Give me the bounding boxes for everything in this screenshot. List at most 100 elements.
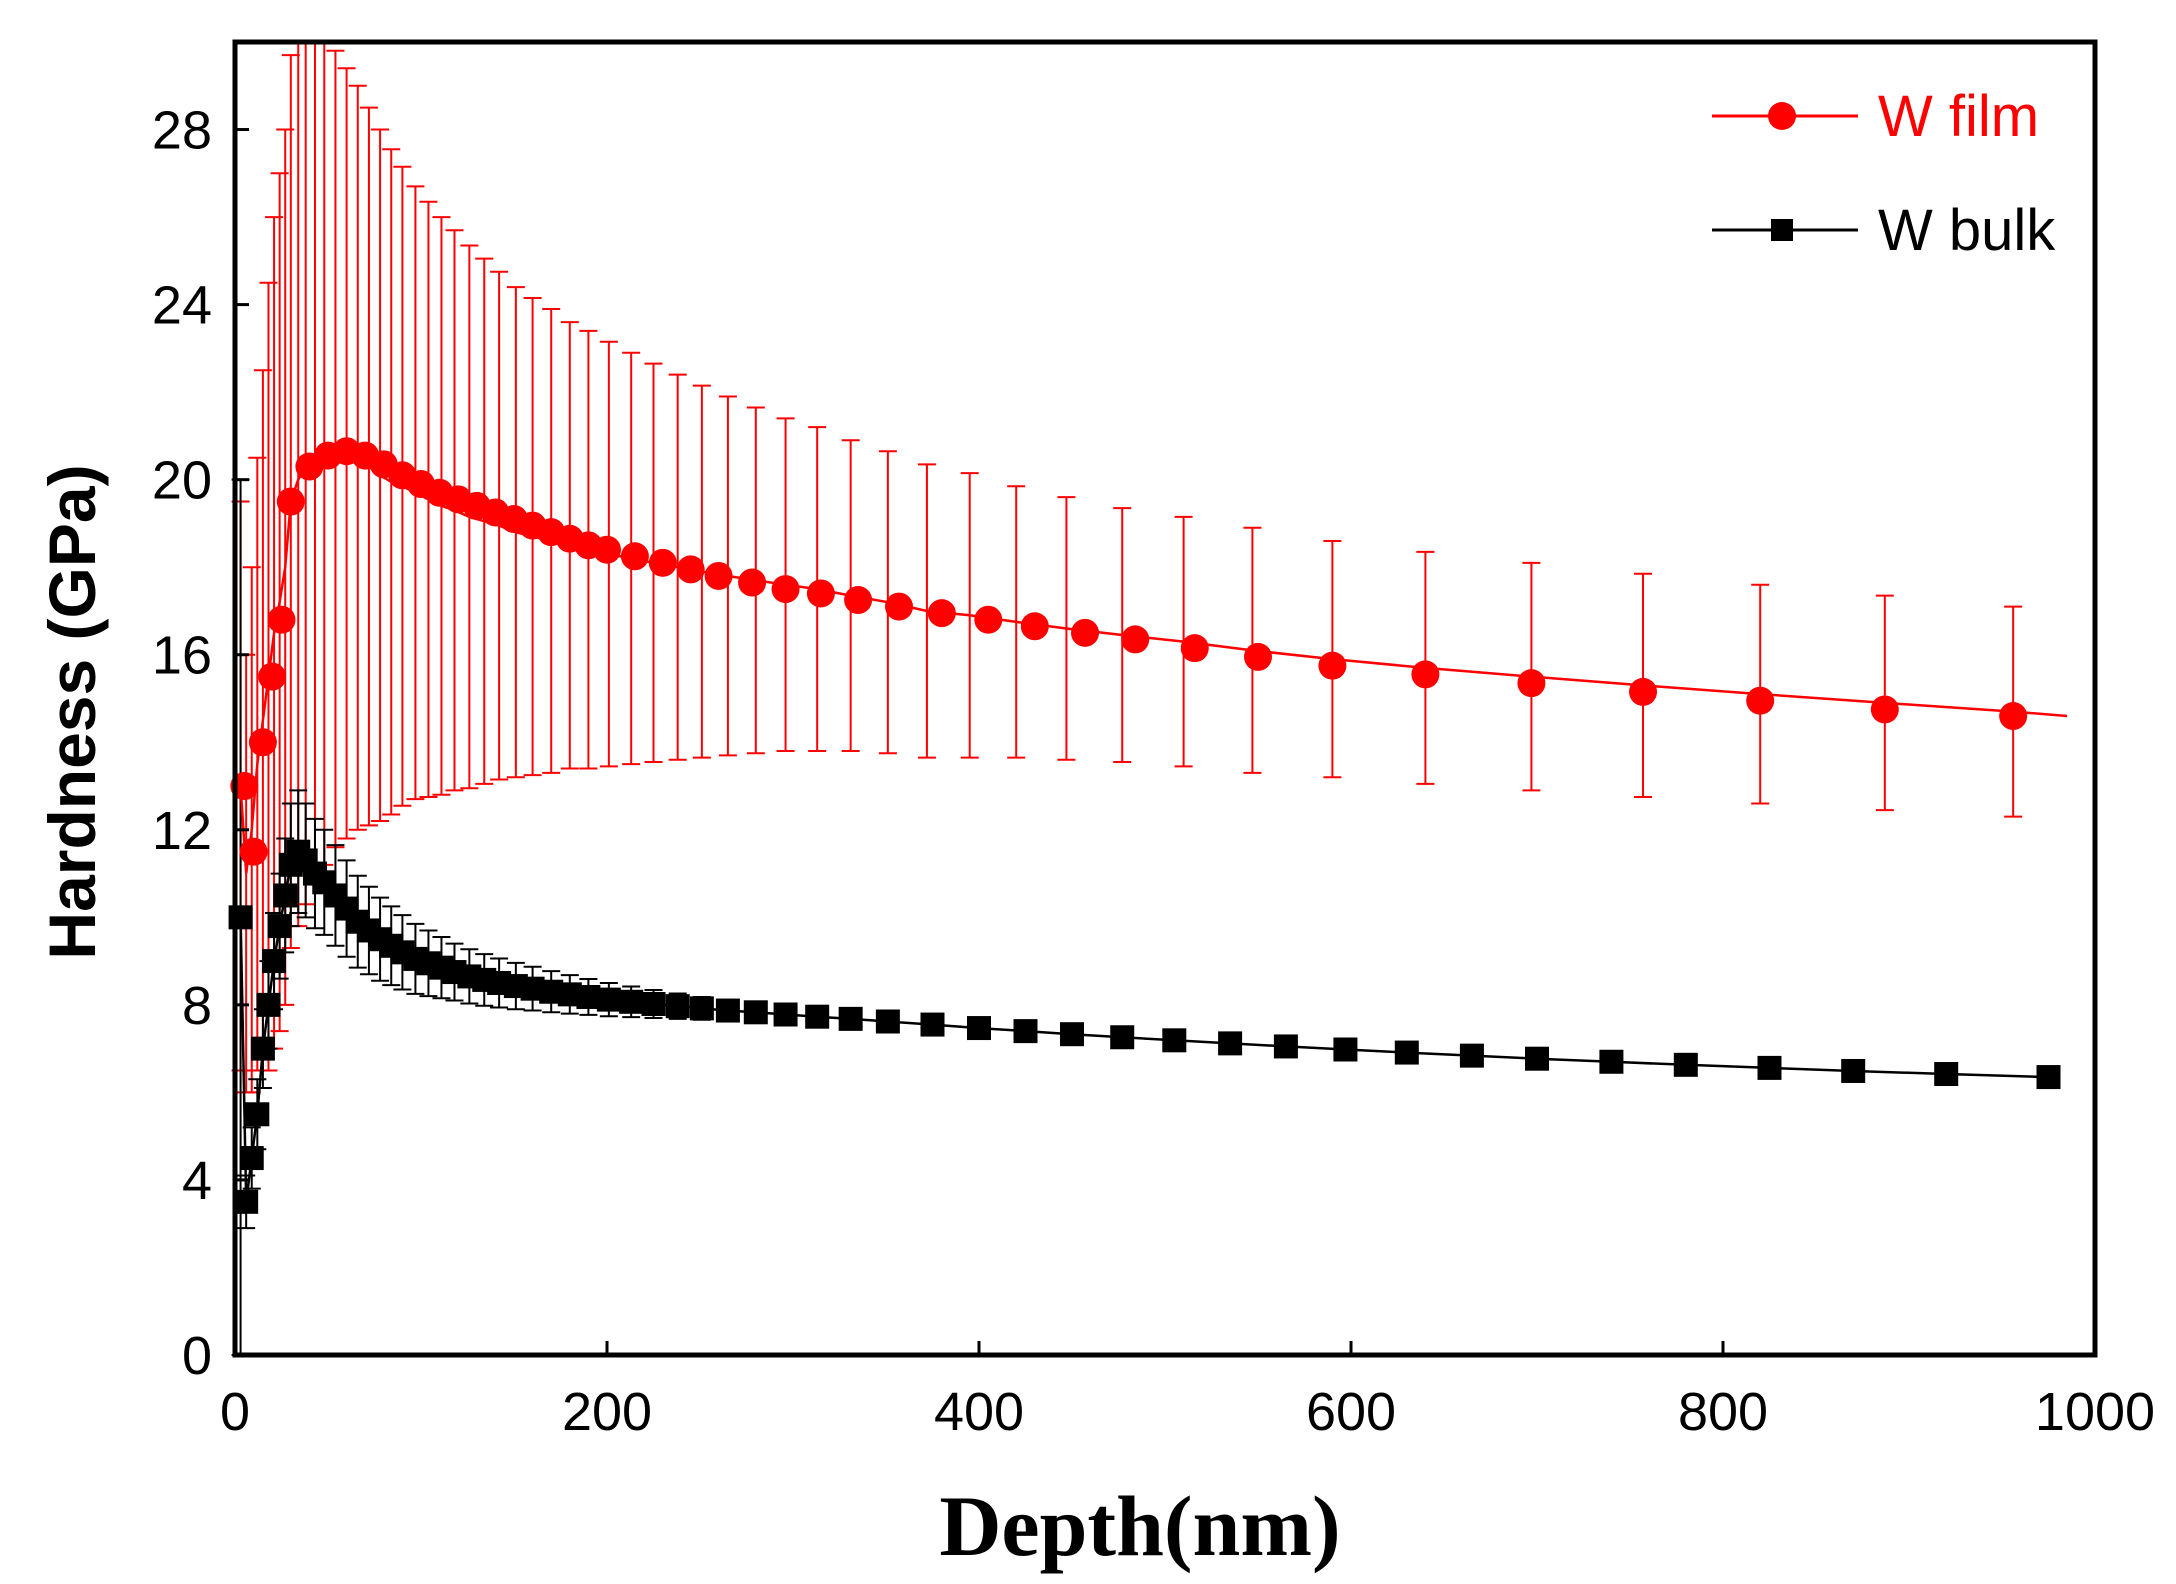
w-bulk-point — [838, 1006, 863, 1031]
w-film-point — [1629, 677, 1658, 706]
y-tick-label: 4 — [182, 1151, 212, 1211]
w-film-point — [1999, 702, 2028, 731]
w-bulk-point — [773, 1002, 798, 1027]
w-film-point — [1517, 669, 1546, 698]
w-bulk-point — [1218, 1031, 1243, 1056]
w-film-point — [844, 586, 873, 615]
w-film-point — [267, 605, 296, 634]
legend-item-w-bulk: W bulk — [1712, 198, 2056, 263]
w-film-point — [704, 561, 733, 590]
y-tick-label: 0 — [182, 1326, 212, 1386]
w-bulk-point — [234, 1189, 259, 1214]
w-bulk-series-line — [239, 849, 2049, 1202]
w-bulk-point — [1841, 1058, 1866, 1083]
w-film-point — [276, 487, 305, 516]
w-bulk-point — [250, 1036, 275, 1061]
y-tick-label: 12 — [152, 801, 212, 861]
w-bulk-point — [1162, 1028, 1187, 1053]
w-film-point — [1244, 642, 1272, 671]
y-tick-label: 20 — [152, 451, 212, 511]
x-axis-ticks: 0 200 400 600 800 1000 — [220, 1341, 2155, 1442]
w-bulk-point — [1273, 1034, 1298, 1059]
legend-film-marker — [1768, 102, 1796, 130]
y-axis-title: Hardness (GPa) — [35, 464, 109, 959]
w-bulk-point — [256, 992, 281, 1017]
w-film-error-bars — [231, 41, 2023, 1094]
w-film-point — [738, 568, 767, 597]
w-bulk-point — [641, 991, 666, 1016]
w-bulk-point — [1060, 1022, 1084, 1047]
w-bulk-point — [1599, 1049, 1624, 1074]
legend-bulk-marker — [1771, 219, 1793, 241]
legend-bulk-label: W bulk — [1878, 198, 2056, 263]
x-tick-label: 200 — [562, 1382, 652, 1442]
w-bulk-point — [1459, 1043, 1484, 1068]
w-film-point — [676, 555, 705, 584]
y-tick-label: 28 — [152, 101, 212, 161]
w-bulk-point — [596, 987, 621, 1012]
w-bulk-point — [1934, 1062, 1959, 1087]
y-tick-label: 8 — [182, 976, 212, 1036]
w-bulk-point — [619, 989, 644, 1014]
w-film-point — [248, 728, 277, 757]
y-tick-label: 24 — [152, 276, 212, 336]
w-film-point — [1870, 695, 1899, 724]
w-bulk-point — [2036, 1065, 2061, 1090]
w-film-point — [1411, 660, 1440, 689]
w-bulk-point — [1394, 1040, 1419, 1065]
w-film-point — [593, 535, 621, 564]
w-film-point — [927, 599, 956, 628]
w-bulk-point — [262, 949, 287, 974]
x-tick-label: 0 — [220, 1382, 250, 1442]
w-film-point — [620, 542, 649, 571]
w-bulk-point — [715, 998, 740, 1023]
w-bulk-point — [1013, 1019, 1038, 1044]
w-film-point — [771, 575, 800, 604]
w-bulk-point — [1757, 1055, 1782, 1080]
w-film-markers — [230, 437, 2028, 866]
w-bulk-markers — [228, 839, 2061, 1214]
w-film-point — [806, 579, 835, 608]
y-tick-label: 16 — [152, 626, 212, 686]
w-bulk-polyline — [239, 849, 2049, 1202]
w-bulk-point — [689, 996, 714, 1021]
x-tick-label: 400 — [934, 1382, 1024, 1442]
w-bulk-point — [576, 984, 601, 1009]
legend-item-w-film: W film — [1712, 84, 2039, 149]
w-film-point — [1121, 625, 1150, 654]
w-bulk-point — [1673, 1052, 1698, 1077]
w-film-point — [239, 837, 268, 866]
w-bulk-point — [920, 1012, 945, 1037]
x-axis-title: Depth(nm) — [939, 1478, 1340, 1574]
w-bulk-point — [1525, 1046, 1549, 1071]
w-film-point — [974, 605, 1003, 634]
w-bulk-point — [245, 1102, 270, 1127]
w-bulk-point — [665, 994, 690, 1019]
w-film-point — [1318, 651, 1347, 680]
w-film-point — [648, 548, 677, 577]
w-film-point — [885, 592, 914, 621]
y-axis-ticks: 0 4 8 12 16 20 24 28 — [152, 101, 249, 1386]
w-film-point — [1020, 612, 1049, 641]
w-bulk-point — [805, 1004, 830, 1029]
w-film-point — [1180, 634, 1209, 663]
w-bulk-point — [228, 905, 253, 930]
x-tick-label: 600 — [1306, 1382, 1396, 1442]
legend-film-label: W film — [1878, 84, 2039, 149]
w-bulk-point — [875, 1009, 900, 1034]
legend: W film W bulk — [1712, 84, 2056, 263]
w-bulk-point — [743, 1000, 768, 1025]
w-bulk-point — [273, 883, 298, 908]
w-bulk-point — [1110, 1025, 1135, 1050]
w-film-point — [1746, 686, 1775, 715]
x-tick-label: 800 — [1678, 1382, 1768, 1442]
x-tick-label: 1000 — [2035, 1382, 2155, 1442]
w-bulk-point — [1333, 1037, 1358, 1062]
w-bulk-point — [239, 1146, 264, 1171]
plot-frame — [232, 39, 2098, 1358]
w-film-point — [258, 662, 287, 691]
w-bulk-point — [967, 1016, 991, 1041]
w-bulk-point — [267, 914, 292, 939]
w-film-point — [1071, 618, 1100, 647]
